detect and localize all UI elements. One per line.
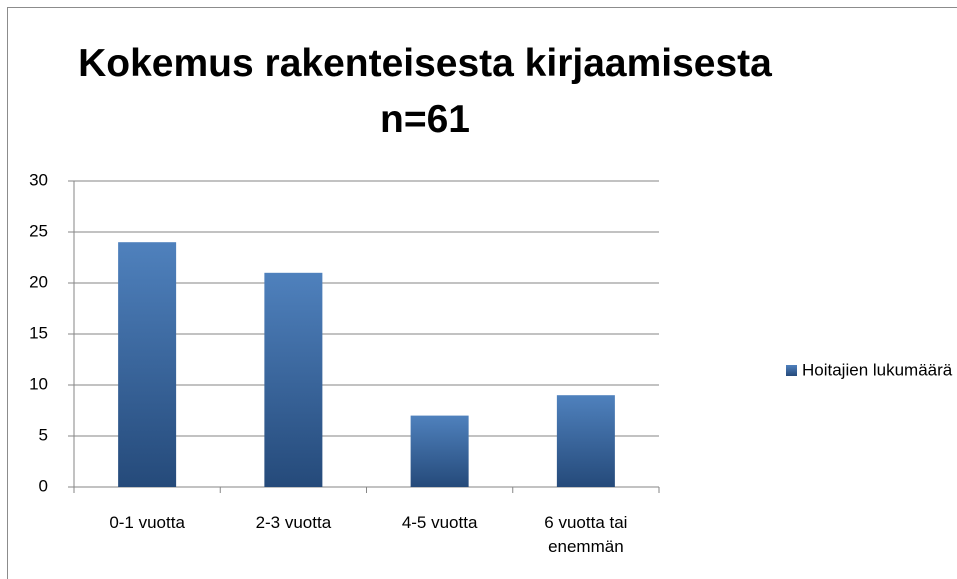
bar: [264, 272, 323, 487]
y-tick-label: 10: [29, 374, 48, 393]
y-tick-label: 0: [39, 476, 48, 495]
bar: [410, 415, 469, 487]
chart-border: [7, 7, 957, 579]
y-tick-label: 20: [29, 272, 48, 291]
x-tick-label: 0-1 vuotta: [109, 513, 185, 532]
bar: [118, 242, 177, 487]
x-tick-label: 4-5 vuotta: [401, 513, 478, 532]
y-tick-label: 5: [39, 425, 48, 444]
y-tick-label: 15: [29, 323, 48, 342]
legend-label: Hoitajien lukumäärä: [802, 360, 953, 379]
bar: [556, 395, 615, 487]
y-tick-label: 30: [29, 170, 48, 189]
y-tick-label: 25: [29, 221, 48, 240]
x-tick-label: 6 vuotta tai enemmän: [544, 513, 628, 556]
x-tick-label: 2-3 vuotta: [255, 513, 332, 532]
chart-title: Kokemus rakenteisesta kirjaamisesta n=61: [78, 42, 772, 141]
legend-swatch: [786, 365, 797, 376]
